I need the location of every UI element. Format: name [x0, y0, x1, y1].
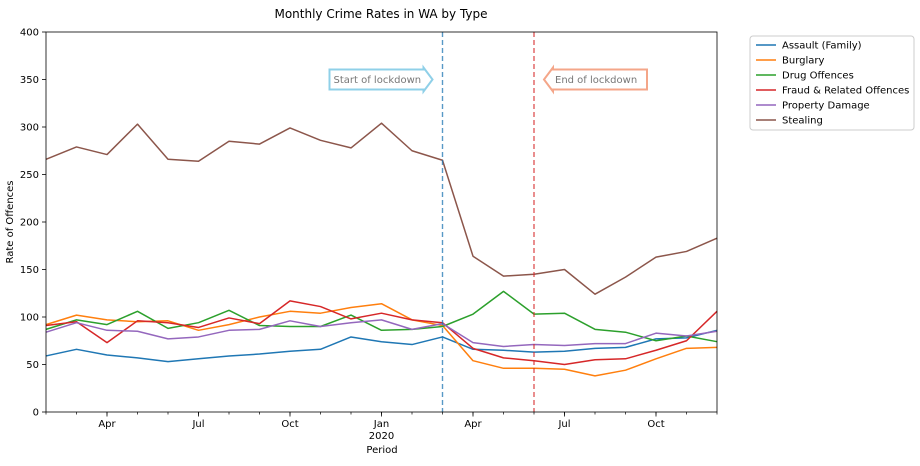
- annotation-box-0: [328, 64, 434, 95]
- x-tick-label: Apr: [98, 419, 116, 430]
- y-tick-label: 350: [20, 75, 39, 86]
- x-axis-label: Period: [366, 445, 397, 456]
- legend-label-3: Fraud & Related Offences: [782, 86, 909, 97]
- y-tick-label: 250: [20, 170, 39, 181]
- legend-label-4: Property Damage: [782, 101, 870, 112]
- series-line-0: [45, 329, 718, 363]
- legend-label-0: Assault (Family): [782, 41, 862, 52]
- y-tick-label: 150: [20, 265, 39, 276]
- x-tick-label: Jul: [191, 419, 204, 430]
- legend-box: [749, 35, 915, 131]
- series-line-3: [45, 300, 718, 366]
- legend-label-2: Drug Offences: [782, 71, 854, 82]
- x-tick-sublabel: 2020: [369, 431, 394, 442]
- x-tick-label: Apr: [464, 419, 482, 430]
- x-tick-label: Oct: [281, 419, 298, 430]
- y-tick-label: 200: [20, 218, 39, 229]
- annotation-text-1: End of lockdown: [555, 75, 637, 86]
- series-line-5: [45, 122, 718, 295]
- legend-label-1: Burglary: [782, 56, 824, 67]
- y-tick-label: 100: [20, 313, 39, 324]
- plot-area: 0 50 100 150 200 250 300 350 400 Apr Jul Oct Jan2020…: [20, 28, 718, 442]
- x-tick-label: Jul: [557, 419, 570, 430]
- chart-title: Monthly Crime Rates in WA by Type: [274, 7, 487, 21]
- legend: Assault (Family) Burglary Drug Offences Fra…: [749, 35, 915, 131]
- series-line-4: [45, 319, 718, 348]
- y-tick-label: 400: [20, 28, 39, 39]
- series-line-1: [45, 302, 718, 377]
- y-tick-label: 300: [20, 123, 39, 134]
- plot-frame: [45, 31, 718, 413]
- y-axis-label: Rate of Offences: [5, 180, 16, 263]
- legend-label-5: Stealing: [782, 116, 823, 127]
- x-tick-label: Oct: [647, 419, 664, 430]
- y-tick-label: 0: [33, 408, 39, 419]
- y-tick-label: 50: [26, 360, 39, 371]
- x-tick-label: Jan: [373, 419, 389, 430]
- annotation-box-1: [542, 64, 648, 95]
- annotation-text-0: Start of lockdown: [334, 75, 422, 86]
